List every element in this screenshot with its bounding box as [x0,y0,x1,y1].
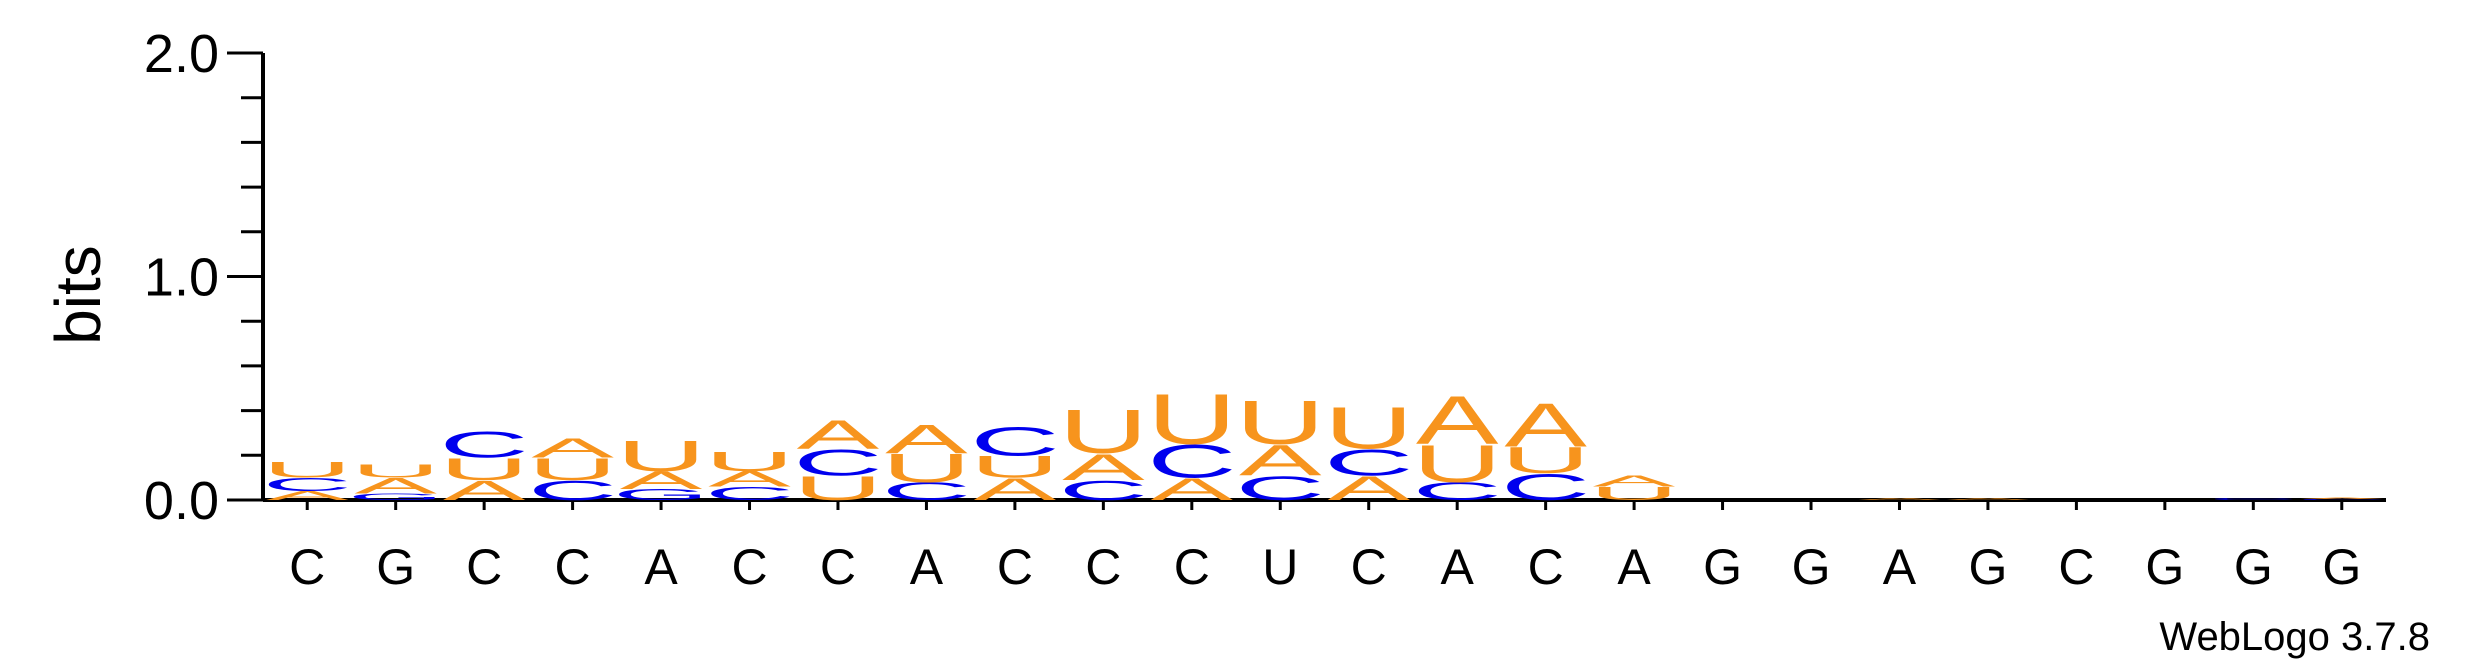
x-tick-label: A [1883,539,1917,595]
logo-letter-a: A [1416,382,1499,459]
logo-letter-u: U [705,446,794,477]
y-tick-label: 1.0 [144,248,219,308]
weblogo-credit: WebLogo 3.7.8 [2159,615,2430,659]
x-tick-label: C [997,539,1033,595]
x-tick-label: G [2234,539,2273,595]
x-tick-label: A [644,539,678,595]
logo-letter-u: U [351,461,440,482]
x-tick-label: G [2145,539,2184,595]
logo-letter-a: A [1593,472,1676,490]
x-tick-label: C [1174,539,1210,595]
x-tick-label: G [1703,539,1742,595]
logo-letter-a: A [1858,497,1941,500]
x-tick-label: G [1792,539,1831,595]
logo-letter-u: U [1059,396,1148,466]
logo-letter-c: C [439,424,528,466]
x-tick-label: A [910,539,944,595]
x-tick-label: A [1441,539,1475,595]
x-tick-label: A [1617,539,1651,595]
x-tick-label: C [820,539,856,595]
x-tick-label: C [731,539,767,595]
logo-letter-u: U [1147,380,1236,460]
y-tick-label: 0.0 [144,471,219,531]
logo-letter-a: A [885,417,968,462]
y-axis-label: bits [42,245,114,345]
logo-letter-a: A [2300,497,2383,499]
logo-letter-u: U [616,431,705,480]
logo-letter-u: U [263,458,352,482]
x-tick-label: U [1262,539,1298,595]
x-tick-label: G [1968,539,2007,595]
x-tick-label: C [289,539,325,595]
logo-letter-u: U [1324,395,1413,462]
logo-letter-a: A [531,433,614,464]
x-tick-label: C [1528,539,1564,595]
x-tick-label: C [466,539,502,595]
logo-letter-a: A [1504,390,1587,460]
x-tick-label: C [555,539,591,595]
x-tick-label: C [1085,539,1121,595]
y-axis: 0.0 1.0 2.0 [144,24,263,531]
logo-letter-u: U [1236,387,1325,457]
x-tick-label: C [2058,539,2094,595]
logo-letter-a: A [797,412,880,457]
logo-stacks: ACUGAUAUCCUAGAUCAUUCACUAAUCCAUACUCAUACUC… [263,380,2387,509]
y-tick-label: 2.0 [144,24,219,84]
logo-letter-c: C [970,419,1059,464]
x-tick-label: G [2322,539,2361,595]
x-tick-label: C [1351,539,1387,595]
logo-letter-a: A [1947,497,2030,500]
logo-letter-c: C [2209,497,2298,500]
x-tick-label: G [376,539,415,595]
